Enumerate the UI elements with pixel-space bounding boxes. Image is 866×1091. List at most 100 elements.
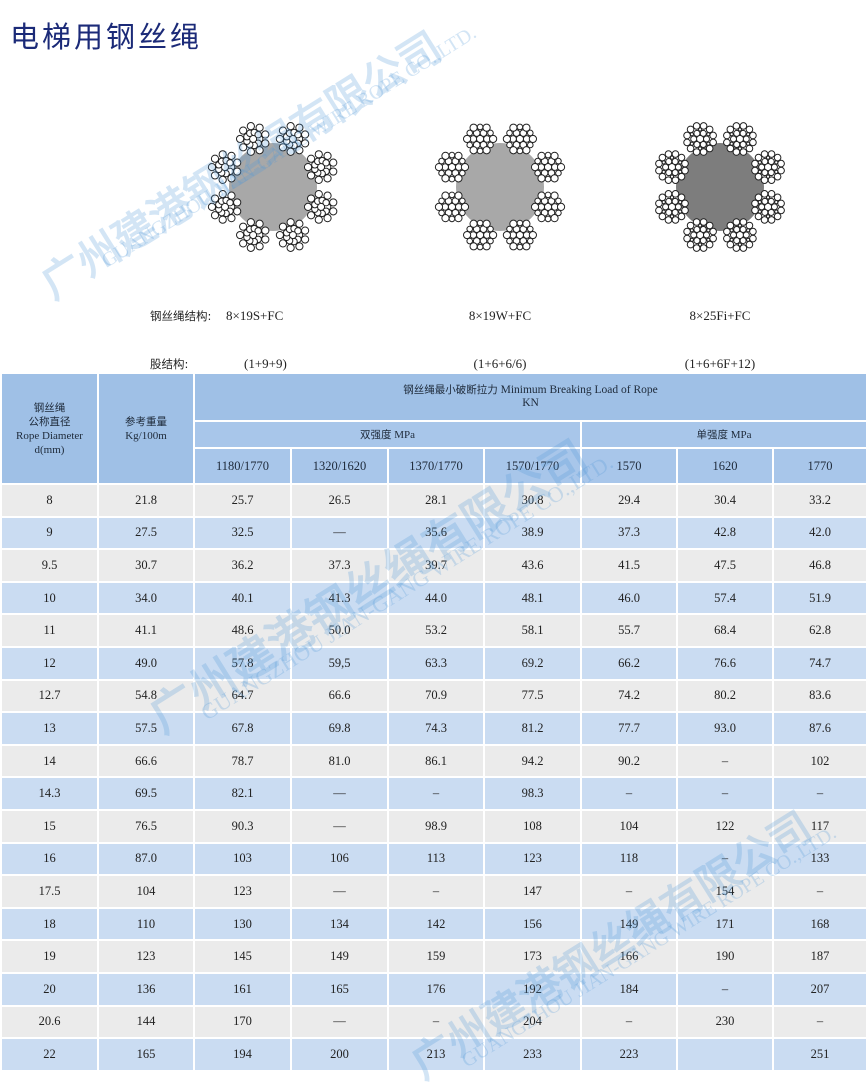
wire — [528, 134, 537, 144]
wire — [246, 122, 255, 131]
wire — [463, 134, 472, 144]
cell-diameter: 14 — [0, 743, 99, 779]
wire — [671, 208, 679, 216]
cell-load: 43.6 — [483, 548, 582, 583]
wire — [323, 191, 332, 200]
wire — [723, 131, 731, 140]
wire — [476, 219, 484, 227]
wire — [555, 197, 562, 205]
cell-load: 165 — [290, 971, 389, 1007]
wire — [677, 212, 686, 221]
strand-value: (1+6+6/6) — [473, 356, 527, 371]
cell-load: 170 — [193, 1004, 292, 1040]
cell-load: 176 — [387, 971, 485, 1007]
cell-load: 69.8 — [290, 711, 389, 746]
cell-load: 130 — [193, 906, 292, 942]
wire — [555, 157, 562, 165]
wire — [218, 150, 227, 159]
wire — [210, 194, 220, 203]
wire — [770, 203, 778, 211]
cell-load: 62.8 — [771, 613, 866, 648]
header-dual-strength: 双强度 MPa — [193, 420, 582, 449]
wire — [693, 237, 701, 245]
wire — [739, 225, 747, 233]
wire — [765, 174, 771, 179]
wire — [665, 169, 673, 177]
wire — [502, 134, 511, 144]
wire — [674, 203, 682, 211]
wire — [530, 202, 540, 211]
cell-load: 118 — [580, 841, 678, 877]
wire — [742, 231, 750, 239]
wire — [705, 144, 714, 153]
wire — [236, 134, 245, 144]
wire — [233, 207, 242, 216]
cell-load: 37.3 — [580, 515, 678, 551]
wire — [207, 202, 217, 211]
cell-weight: 136 — [97, 971, 195, 1007]
wire — [698, 127, 703, 132]
wire — [705, 221, 714, 230]
cell-diameter: 8 — [0, 483, 99, 518]
cell-load: 48.1 — [483, 580, 582, 616]
cell-diameter: 9 — [0, 515, 99, 551]
header-text: 公称直径 — [28, 415, 71, 428]
cell-load: 46.8 — [771, 548, 866, 583]
header-unit: MPa — [730, 429, 752, 441]
wire — [739, 129, 747, 137]
cell-weight: 69.5 — [97, 776, 195, 811]
table-row: 14 66.6 78.7 81.0 86.1 94.2 90.2–102 — [0, 743, 866, 779]
wire — [506, 225, 513, 233]
cell-load: 156 — [483, 906, 582, 942]
cell-load: 154 — [676, 874, 774, 909]
wire — [658, 153, 667, 162]
wire — [466, 225, 474, 233]
wire — [761, 169, 769, 177]
wire — [323, 174, 332, 183]
strand — [236, 218, 270, 252]
wire — [662, 163, 670, 171]
wire — [726, 240, 735, 249]
header-text: 参考重量 — [125, 415, 167, 428]
wire — [438, 209, 445, 217]
header-grade: 1570/1770 — [483, 447, 582, 485]
cell-load: 38.9 — [483, 515, 582, 551]
wire — [489, 134, 498, 144]
wire — [709, 131, 717, 140]
wire — [677, 153, 686, 162]
cell-load: – — [580, 874, 678, 909]
wire — [758, 203, 766, 211]
wire — [665, 158, 673, 166]
cell-load: 29.4 — [580, 483, 678, 518]
cell-load: 66.6 — [290, 678, 389, 714]
structure-value: 8×25Fi+FC — [689, 308, 751, 323]
wire — [767, 176, 776, 184]
wire — [737, 223, 742, 228]
wire — [699, 237, 707, 245]
wire — [534, 157, 541, 165]
wire — [314, 215, 323, 224]
cell-load: 87.6 — [771, 711, 866, 746]
table-row: 10 34.0 40.1 41.3 44.0 48.1 46.0 57.4 51.9 — [0, 580, 866, 616]
cell-weight: 30.7 — [97, 548, 195, 583]
table-row: 22 165 194 200 213 233 223 251 — [0, 1037, 866, 1072]
cell-weight: 110 — [97, 906, 195, 942]
cell-load: 184 — [580, 971, 678, 1007]
cell-weight: 27.5 — [97, 515, 195, 551]
cell-load: – — [771, 874, 866, 909]
cell-weight: 144 — [97, 1004, 195, 1040]
wire — [278, 239, 288, 248]
wire — [677, 172, 686, 181]
wire — [726, 221, 735, 230]
strand — [236, 122, 270, 156]
cell-load: 63.3 — [387, 645, 485, 681]
wire — [693, 141, 701, 149]
wire — [322, 198, 330, 207]
cell-load: 74.3 — [387, 711, 485, 746]
cell-load: 168 — [771, 906, 866, 942]
wire — [286, 243, 295, 252]
cell-load: 35.6 — [387, 515, 485, 551]
wire — [699, 148, 708, 156]
cell-load: 98.9 — [387, 808, 485, 844]
wire — [671, 176, 680, 184]
